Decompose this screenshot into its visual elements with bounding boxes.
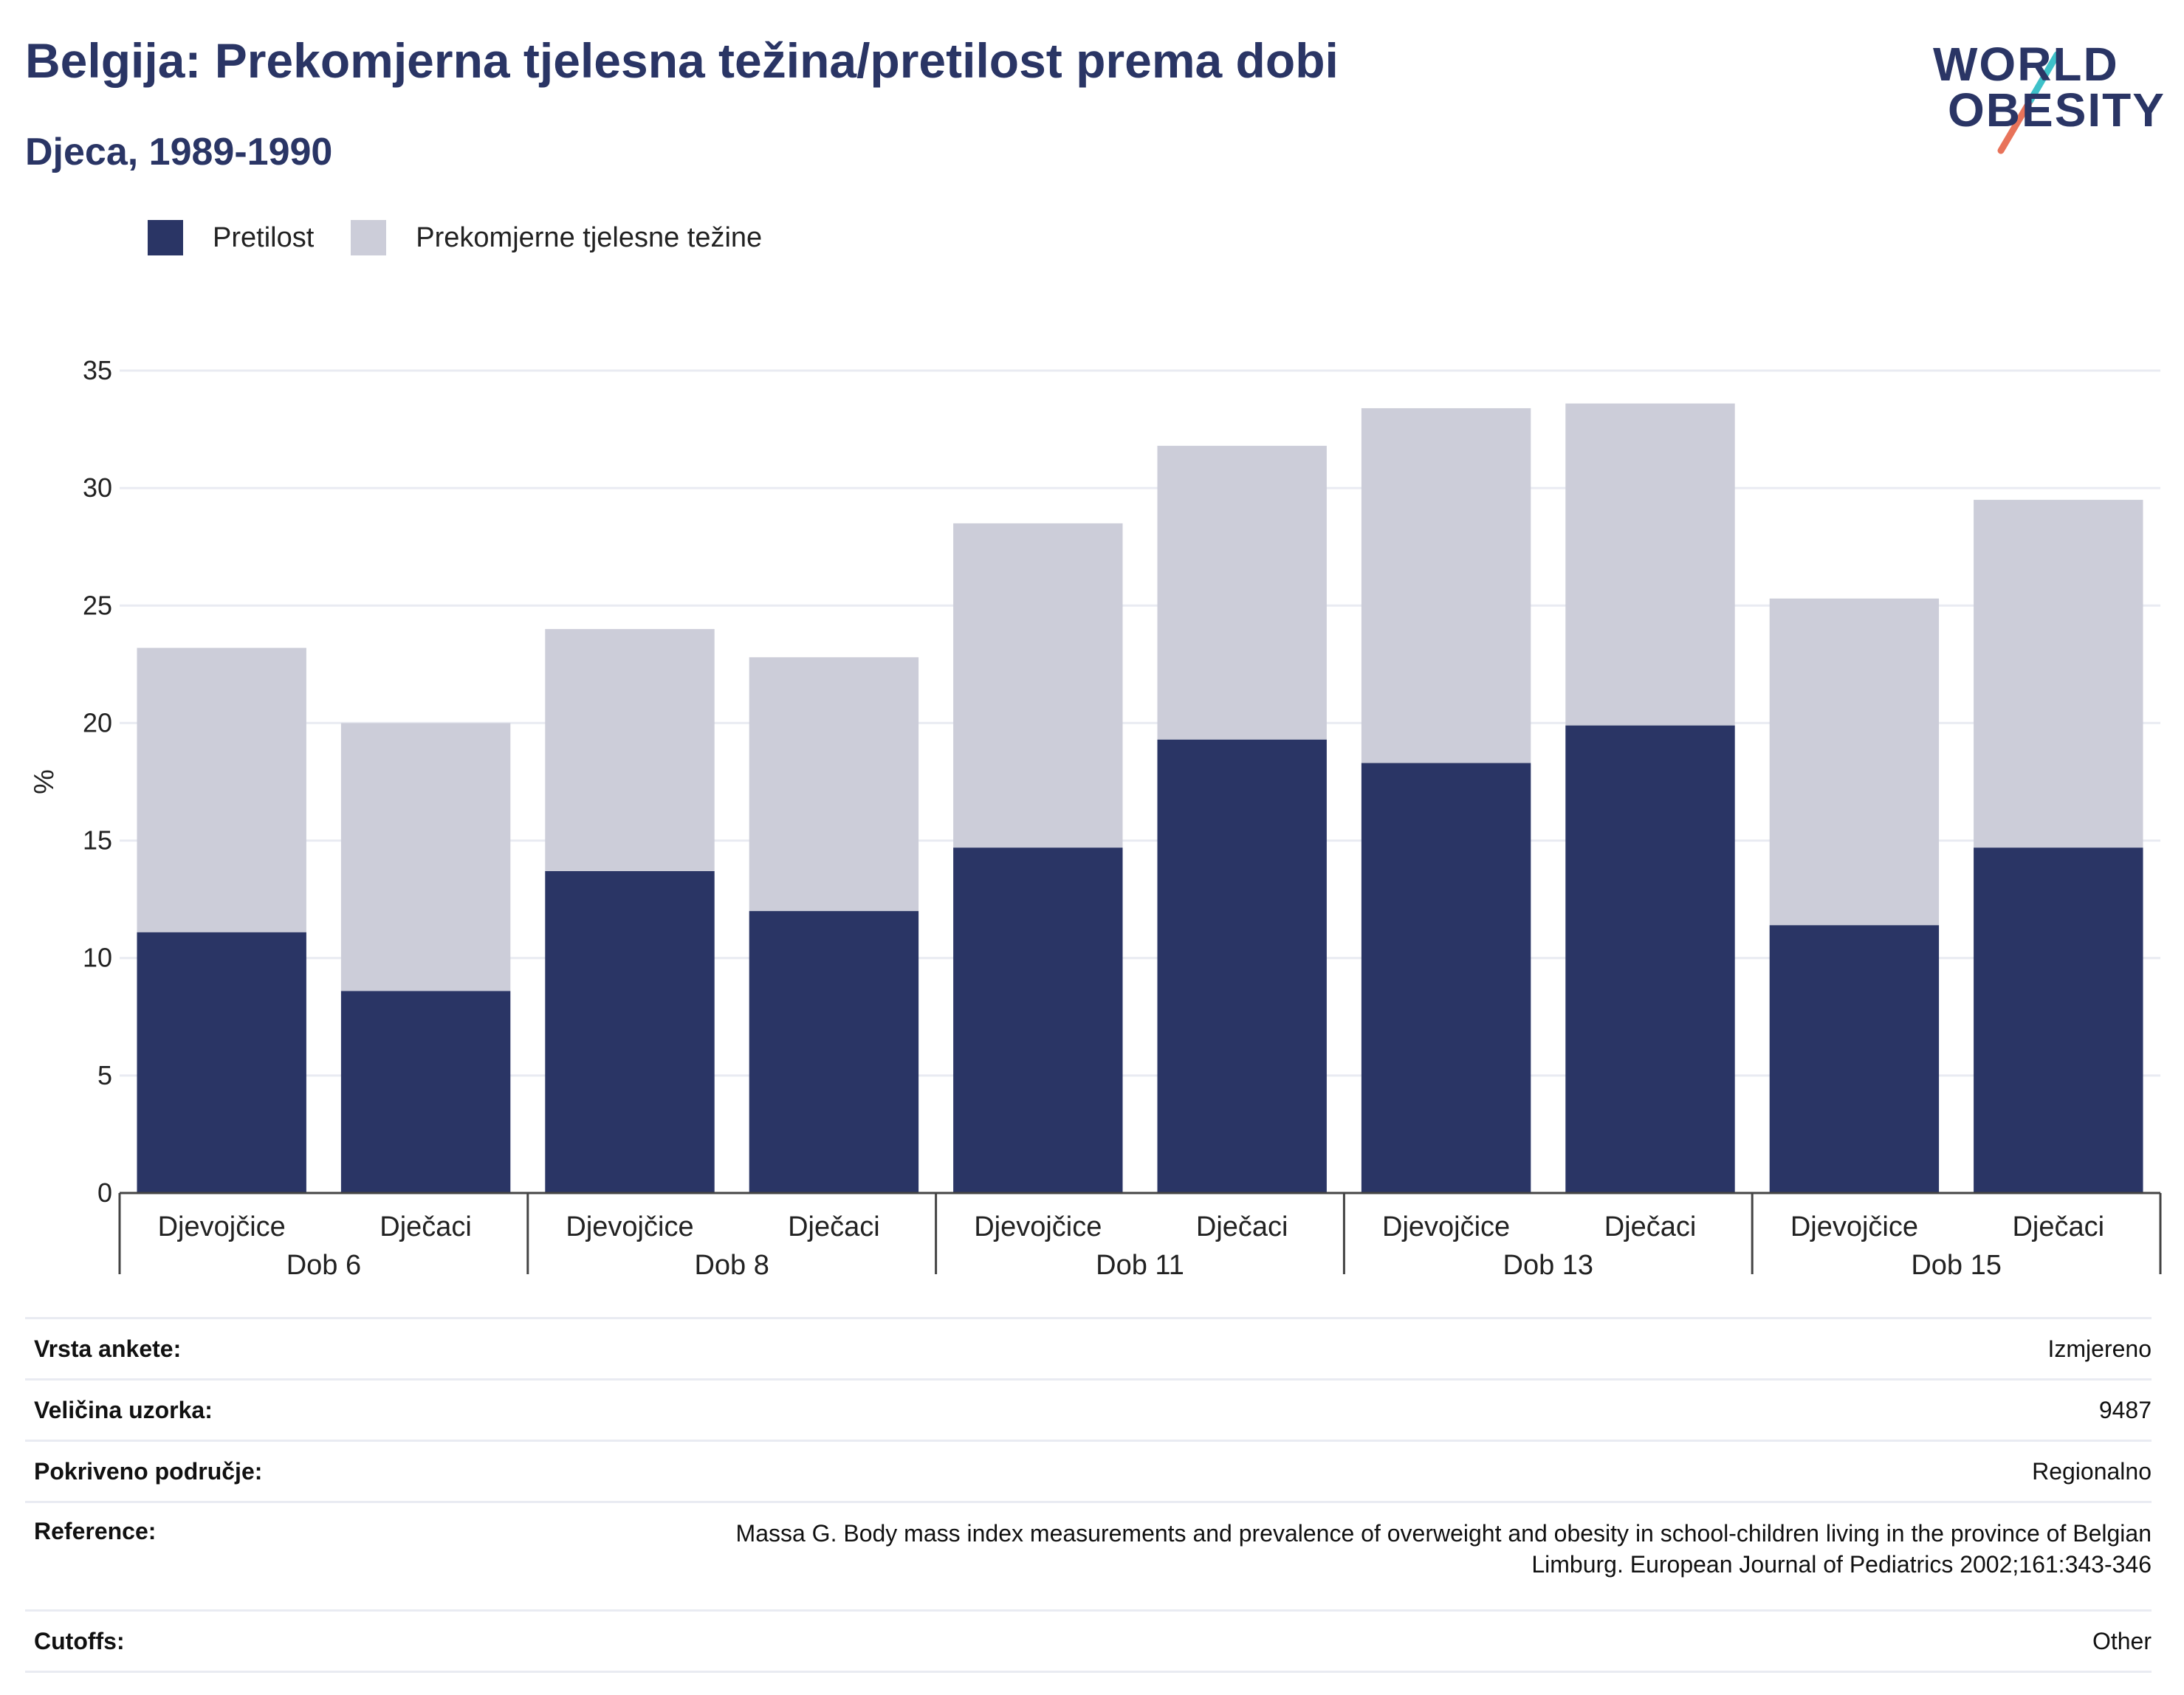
- y-tick-label: 0: [97, 1177, 112, 1208]
- x-category-label: Dječaci: [2012, 1211, 2104, 1242]
- y-tick-label: 30: [83, 472, 112, 503]
- legend-swatch-obesity: [148, 220, 183, 255]
- bar-obesity: [545, 870, 715, 1193]
- info-label: Vrsta ankete:: [25, 1317, 551, 1380]
- bar-overweight: [1974, 500, 2143, 848]
- info-row-survey-type: Vrsta ankete: Izmjereno: [25, 1317, 2152, 1380]
- x-group-label: Dob 11: [1096, 1250, 1184, 1281]
- legend-swatch-overweight: [351, 220, 387, 255]
- info-row-cutoffs: Cutoffs: Other: [25, 1609, 2152, 1673]
- bar-overweight: [1565, 403, 1735, 726]
- info-value: 9487: [551, 1378, 2152, 1441]
- y-axis-label: %: [29, 769, 60, 794]
- bar-overweight: [137, 647, 306, 932]
- bar-overweight: [1157, 445, 1327, 740]
- survey-info-table: Vrsta ankete: Izmjereno Veličina uzorka:…: [25, 1317, 2152, 1673]
- y-tick-label: 25: [83, 590, 112, 620]
- x-category-label: Djevojčice: [566, 1211, 693, 1242]
- x-group-label: Dob 6: [286, 1250, 361, 1281]
- bar-overweight: [749, 657, 919, 912]
- legend-label-overweight: Prekomjerne tjelesne težine: [416, 221, 763, 253]
- info-row-references: Reference: Massa G. Body mass index meas…: [25, 1501, 2152, 1611]
- bar-obesity: [137, 932, 306, 1193]
- info-value: Other: [551, 1609, 2152, 1673]
- bar-overweight: [953, 523, 1123, 848]
- bar-obesity: [953, 848, 1123, 1193]
- logo-slash-icon: [1997, 51, 2061, 154]
- info-value: Izmjereno: [551, 1317, 2152, 1380]
- x-group-label: Dob 15: [1911, 1250, 2002, 1281]
- legend-label-obesity: Pretilost: [213, 221, 315, 253]
- x-group-label: Dob 8: [694, 1250, 769, 1281]
- chart-subtitle: Djeca, 1989-1990: [25, 131, 333, 173]
- y-tick-label: 10: [83, 943, 112, 973]
- x-category-label: Dječaci: [1604, 1211, 1697, 1242]
- x-category-label: Djevojčice: [974, 1211, 1102, 1242]
- info-label: Pokriveno područje:: [25, 1440, 551, 1502]
- bar-overweight: [545, 629, 715, 871]
- bar-obesity: [1361, 763, 1531, 1193]
- x-category-label: Djevojčice: [1382, 1211, 1510, 1242]
- info-row-area-covered: Pokriveno područje: Regionalno: [25, 1440, 2152, 1502]
- legend-item-obesity: Pretilost: [148, 220, 314, 255]
- y-tick-label: 35: [83, 355, 112, 385]
- logo-text-world: WORLD: [1933, 38, 2119, 91]
- y-tick-label: 20: [83, 707, 112, 738]
- world-obesity-logo: WORLD OBESITY: [1920, 30, 2166, 162]
- bar-overweight: [340, 723, 511, 991]
- reference-line: Massa G. Body mass index measurements an…: [735, 1520, 2152, 1547]
- x-category-label: Djevojčice: [1790, 1211, 1918, 1242]
- info-value: Massa G. Body mass index measurements an…: [551, 1501, 2152, 1611]
- bar-obesity: [1157, 739, 1327, 1193]
- bar-overweight: [1361, 408, 1531, 763]
- x-category-label: Dječaci: [1196, 1211, 1288, 1242]
- bar-obesity: [1769, 925, 1940, 1193]
- info-label: Cutoffs:: [25, 1609, 551, 1673]
- bar-overweight: [1769, 598, 1940, 926]
- y-tick-label: 5: [97, 1060, 112, 1090]
- x-category-label: Djevojčice: [158, 1211, 286, 1242]
- x-category-label: Dječaci: [788, 1211, 880, 1242]
- chart-title: Belgija: Prekomjerna tjelesna težina/pre…: [25, 33, 1339, 88]
- info-value: Regionalno: [551, 1440, 2152, 1502]
- x-category-label: Dječaci: [380, 1211, 472, 1242]
- bar-obesity: [1974, 848, 2143, 1193]
- bar-obesity: [1565, 725, 1735, 1193]
- info-row-sample-size: Veličina uzorka: 9487: [25, 1378, 2152, 1441]
- bar-obesity: [340, 991, 511, 1193]
- info-label: Veličina uzorka:: [25, 1378, 551, 1441]
- logo-text-obesity: OBESITY: [1948, 83, 2166, 137]
- bar-obesity: [749, 911, 919, 1193]
- y-tick-label: 15: [83, 825, 112, 856]
- legend-item-overweight: Prekomjerne tjelesne težine: [351, 220, 762, 255]
- stacked-bar-chart: 0 5 10 15 20 25 30 35% Djevojčice Dječaci Djevojči…: [29, 355, 2162, 1281]
- info-label: Reference:: [25, 1501, 551, 1611]
- reference-line: Limburg. European Journal of Pediatrics …: [1531, 1551, 2152, 1578]
- x-group-label: Dob 13: [1503, 1250, 1594, 1281]
- chart-legend: Pretilost Prekomjerne tjelesne težine: [148, 219, 799, 257]
